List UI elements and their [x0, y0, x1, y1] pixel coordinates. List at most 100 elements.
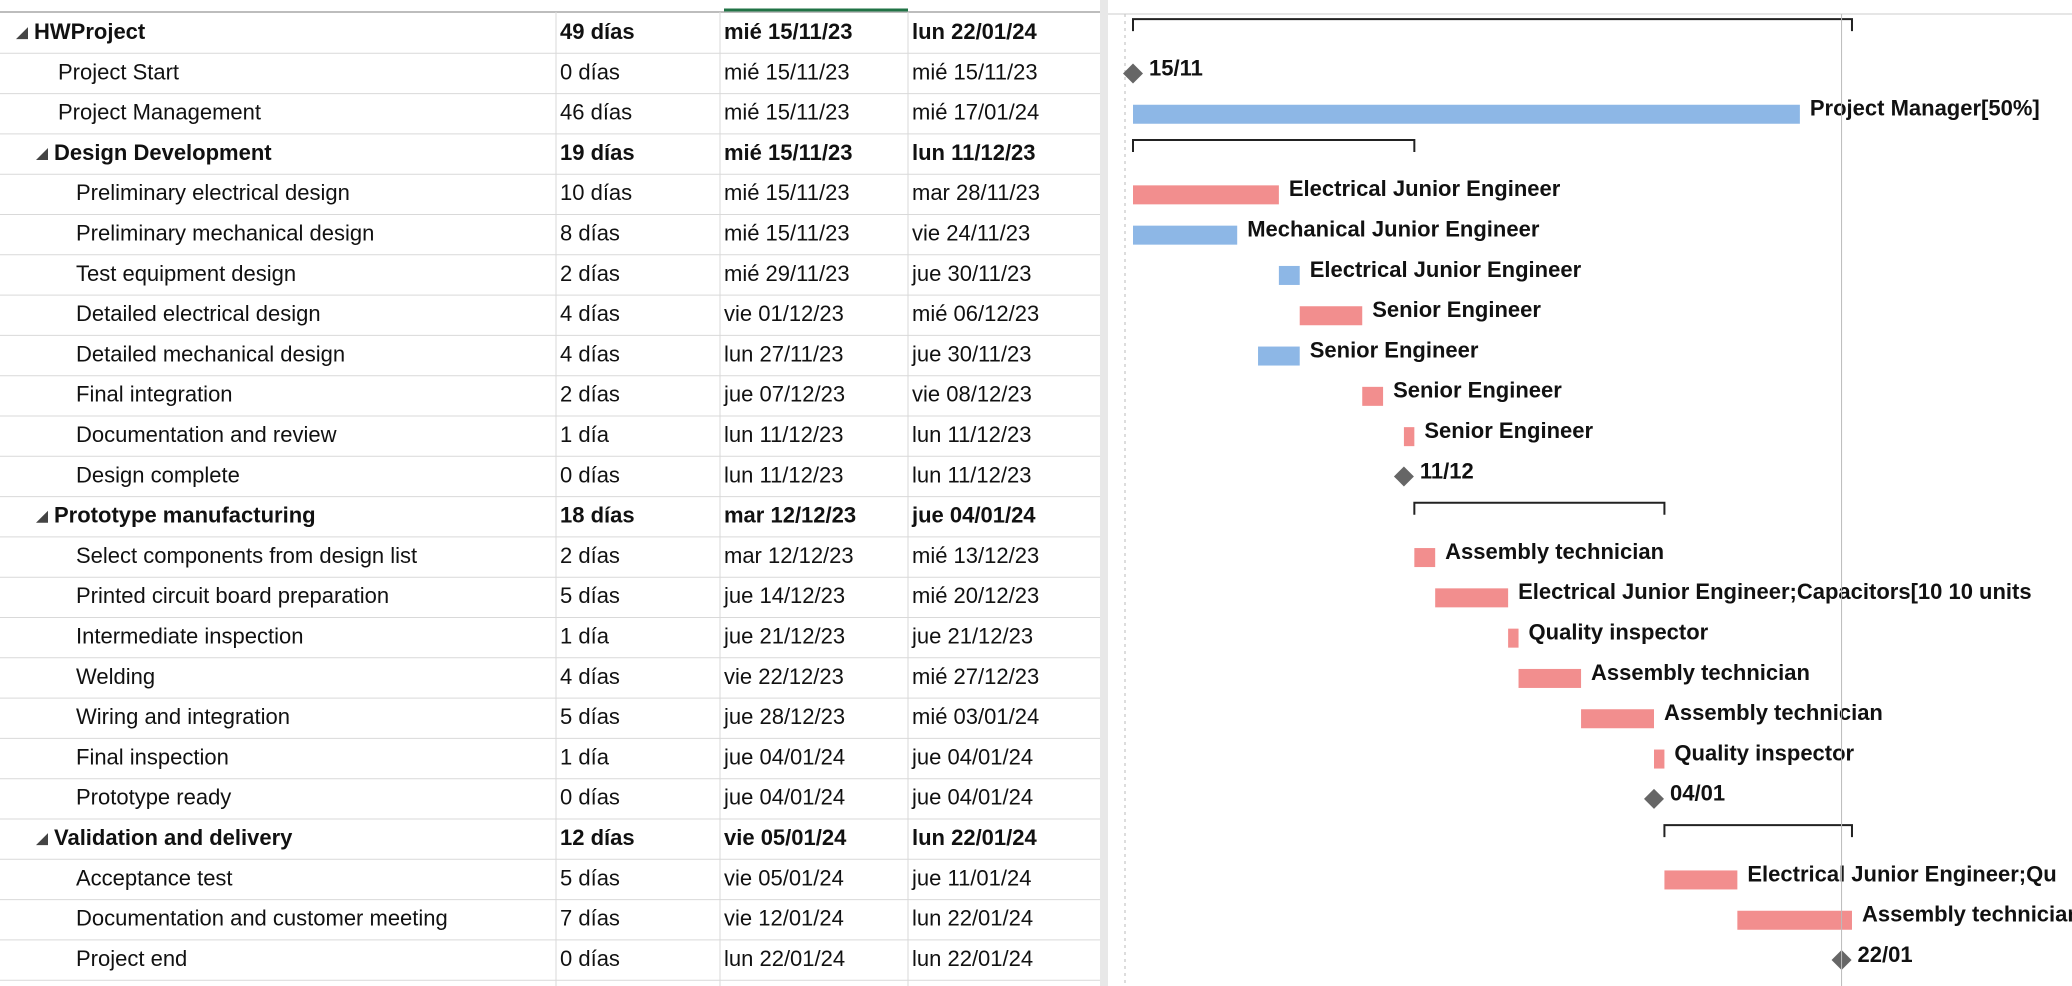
task-bar [1258, 346, 1300, 366]
task-duration: 8 días [560, 220, 620, 245]
task-name: Acceptance test [76, 865, 233, 890]
task-name: Prototype manufacturing [54, 503, 316, 528]
resource-label: Senior Engineer [1393, 378, 1562, 403]
collapse-icon [36, 148, 48, 161]
resource-label: Electrical Junior Engineer;Qu [1747, 861, 2056, 886]
task-finish: vie 24/11/23 [912, 220, 1030, 245]
task-finish: jue 04/01/24 [911, 785, 1033, 810]
task-finish: jue 04/01/24 [911, 503, 1036, 528]
resource-label: Senior Engineer [1310, 337, 1479, 362]
task-name: Test equipment design [76, 261, 296, 286]
task-start: lun 11/12/23 [724, 462, 843, 487]
task-name: Project Management [58, 100, 261, 125]
task-duration: 7 días [560, 906, 620, 931]
task-bar [1278, 265, 1300, 285]
task-name: Detailed electrical design [76, 301, 321, 326]
task-finish: jue 30/11/23 [911, 341, 1031, 366]
task-duration: 46 días [560, 100, 632, 125]
task-finish: lun 11/12/23 [912, 140, 1036, 165]
task-finish: lun 11/12/23 [912, 462, 1031, 487]
milestone [1644, 788, 1664, 809]
task-name: Documentation and review [76, 422, 337, 447]
task-start: mié 15/11/23 [724, 180, 850, 205]
summary-bar [1132, 18, 1853, 32]
resource-label: Project Manager[50%] [1810, 96, 2040, 121]
task-name: Project end [76, 946, 187, 971]
task-bar [1133, 225, 1238, 245]
task-finish: lun 22/01/24 [912, 825, 1038, 850]
task-duration: 1 día [560, 744, 610, 769]
resource-label: Assembly technician [1664, 700, 1883, 725]
collapse-icon [36, 833, 48, 846]
task-table: HWProject 49 días mié 15/11/23 lun 22/01/24… [0, 12, 1100, 986]
milestone-label: 15/11 [1149, 55, 1203, 80]
task-start: vie 05/01/24 [724, 865, 844, 890]
task-duration: 4 días [560, 301, 620, 326]
task-duration: 0 días [560, 946, 620, 971]
task-name: Project Start [58, 59, 179, 84]
task-name: Intermediate inspection [76, 623, 303, 648]
task-start: jue 04/01/24 [723, 785, 845, 810]
task-finish: mié 17/01/24 [912, 100, 1039, 125]
task-bar [1414, 548, 1436, 568]
resource-label: Mechanical Junior Engineer [1247, 216, 1540, 241]
task-name: Printed circuit board preparation [76, 583, 389, 608]
task-duration: 2 días [560, 261, 620, 286]
resource-label: Quality inspector [1529, 619, 1709, 644]
task-bar [1435, 588, 1509, 608]
task-finish: lun 22/01/24 [912, 946, 1033, 971]
summary-bar [1663, 824, 1853, 838]
milestone [1123, 63, 1143, 84]
resource-label: Assembly technician [1591, 660, 1810, 685]
task-bar [1403, 427, 1415, 447]
task-bar [1362, 386, 1384, 406]
task-finish: jue 11/01/24 [911, 865, 1031, 890]
task-duration: 1 día [560, 422, 610, 447]
summary-bar [1413, 501, 1666, 515]
task-bar [1581, 709, 1654, 729]
task-name: Prototype ready [76, 785, 231, 810]
task-duration: 0 días [560, 785, 620, 810]
task-finish: vie 08/12/23 [912, 382, 1032, 407]
task-start: jue 28/12/23 [723, 704, 845, 729]
task-start: mié 15/11/23 [724, 140, 852, 165]
task-finish: mié 15/11/23 [912, 59, 1038, 84]
task-finish: jue 21/12/23 [911, 623, 1033, 648]
task-duration: 0 días [560, 59, 620, 84]
resource-label: Electrical Junior Engineer [1310, 257, 1582, 282]
task-duration: 1 día [560, 623, 610, 648]
task-start: mié 15/11/23 [724, 59, 850, 84]
milestone-label: 11/12 [1420, 458, 1474, 483]
task-start: lun 27/11/23 [724, 341, 843, 366]
task-finish: mié 20/12/23 [912, 583, 1039, 608]
task-name: Validation and delivery [54, 825, 293, 850]
resource-label: Senior Engineer [1424, 418, 1593, 443]
task-start: vie 22/12/23 [724, 664, 844, 689]
task-finish: mié 27/12/23 [912, 664, 1039, 689]
task-finish: lun 11/12/23 [912, 422, 1031, 447]
task-start: jue 14/12/23 [723, 583, 845, 608]
task-start: vie 01/12/23 [724, 301, 844, 326]
task-name: Final inspection [76, 744, 229, 769]
task-name: Detailed mechanical design [76, 341, 345, 366]
splitter [1100, 0, 1108, 986]
collapse-icon [36, 510, 48, 523]
task-duration: 4 días [560, 664, 620, 689]
summary-bar [1132, 139, 1416, 153]
task-start: mar 12/12/23 [724, 543, 854, 568]
task-finish: mar 28/11/23 [912, 180, 1040, 205]
resource-label: Assembly technician [1445, 539, 1664, 564]
task-duration: 10 días [560, 180, 632, 205]
task-finish: jue 04/01/24 [911, 744, 1033, 769]
task-start: jue 04/01/24 [723, 744, 845, 769]
gantt-chart: 15/11 Project Manager[50%] Electrical Juni… [1123, 14, 2072, 986]
task-start: vie 05/01/24 [724, 825, 847, 850]
task-bar [1508, 628, 1519, 648]
task-finish: mié 06/12/23 [912, 301, 1039, 326]
resource-label: Electrical Junior Engineer;Capacitors[10… [1518, 579, 2032, 604]
task-bar [1737, 910, 1852, 930]
task-name: Design Development [54, 140, 272, 165]
